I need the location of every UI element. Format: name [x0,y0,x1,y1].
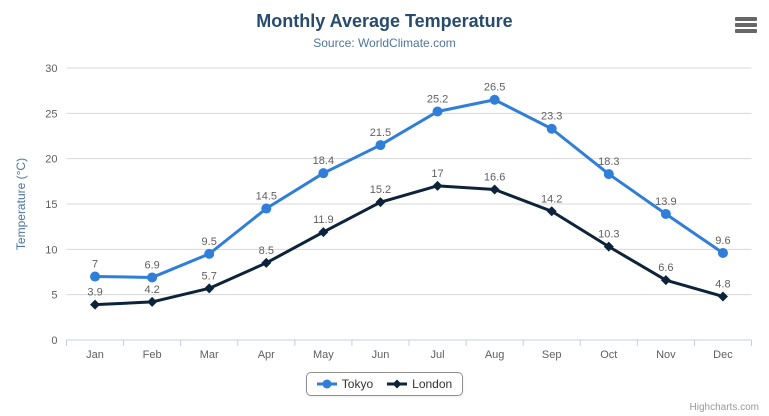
x-axis-tick-label: Sep [542,349,562,361]
hamburger-icon [735,29,757,33]
legend-item-tokyo[interactable]: Tokyo [316,377,374,391]
credits-link[interactable]: Highcharts.com [689,402,759,413]
legend-item-london[interactable]: London [387,377,452,391]
data-point-london[interactable] [318,227,329,238]
data-point-london[interactable] [147,296,158,307]
data-point-tokyo[interactable] [318,168,329,179]
data-label: 9.5 [202,236,217,248]
legend-box: Tokyo London [305,372,464,396]
data-point-london[interactable] [375,197,386,208]
y-axis-title: Temperature (°C) [14,158,28,250]
series-line-london [93,184,725,307]
data-label: 14.5 [256,191,277,203]
data-label: 14.2 [541,193,562,205]
legend: Tokyo London [0,372,769,396]
data-label: 6.6 [658,262,673,274]
chart-title: Monthly Average Temperature [256,11,513,31]
y-axis-tick-label: 15 [45,199,57,211]
data-label: 8.5 [259,245,274,257]
data-point-tokyo[interactable] [489,94,500,105]
data-point-tokyo[interactable] [90,271,101,282]
chart-subtitle: Source: WorldClimate.com [313,36,456,50]
data-label: 18.4 [313,155,334,167]
data-point-tokyo[interactable] [147,272,158,283]
legend-label: London [412,377,453,391]
data-point-london[interactable] [489,184,500,195]
data-point-tokyo[interactable] [261,203,272,214]
data-point-london[interactable] [261,257,272,268]
legend-label: Tokyo [341,377,374,391]
data-point-tokyo[interactable] [717,247,728,258]
data-label: 7 [92,259,98,271]
data-point-tokyo[interactable] [432,106,443,117]
x-axis-tick-label: Apr [258,349,275,361]
hamburger-icon [735,23,757,27]
data-label: 25.2 [427,94,448,106]
x-axis-tick-label: Mar [200,349,219,361]
data-label: 18.3 [598,156,619,168]
y-axis-tick-label: 30 [45,63,57,75]
diamond-marker-icon [387,379,408,389]
data-point-tokyo[interactable] [603,169,614,180]
data-label: 3.9 [87,287,102,299]
x-axis-tick-label: Dec [713,349,733,361]
data-label: 17 [431,168,443,180]
data-label: 4.8 [715,278,730,290]
hamburger-icon [735,17,757,21]
data-point-london[interactable] [603,241,614,252]
data-label: 6.9 [144,259,159,271]
data-label: 9.6 [715,235,730,247]
y-axis-tick-label: 25 [45,108,57,120]
data-point-tokyo[interactable] [375,140,386,151]
data-point-london[interactable] [660,275,671,286]
data-point-london[interactable] [717,291,728,302]
y-axis-tick-label: 20 [45,154,57,166]
x-axis-tick-label: Aug [485,349,505,361]
x-axis-tick-label: Jun [372,349,390,361]
data-point-tokyo[interactable] [660,208,671,219]
data-label: 4.2 [144,284,159,296]
data-label: 26.5 [484,82,505,94]
x-axis-tick-label: Nov [656,349,676,361]
data-point-london[interactable] [546,206,557,217]
data-label: 16.6 [484,171,505,183]
data-label: 23.3 [541,111,562,123]
x-axis-tick-label: Feb [143,349,162,361]
data-label: 15.2 [370,184,391,196]
x-axis-tick-label: Oct [600,349,617,361]
x-axis-tick-label: Jan [86,349,104,361]
data-point-london[interactable] [204,283,215,294]
y-axis-tick-label: 5 [51,290,57,302]
x-axis-tick-label: Jul [431,349,445,361]
circle-marker-icon [316,379,337,389]
y-axis-tick-label: 0 [51,335,57,347]
data-label: 13.9 [655,196,676,208]
data-label: 10.3 [598,229,619,241]
export-menu-button[interactable] [734,15,758,35]
x-axis-tick-label: May [313,349,334,361]
data-point-london[interactable] [432,180,443,191]
data-label: 21.5 [370,127,391,139]
y-axis-tick-label: 10 [45,244,57,256]
data-label: 11.9 [313,214,334,226]
data-label: 5.7 [202,270,217,282]
series-line-tokyo [93,98,725,279]
data-point-london[interactable] [90,299,101,310]
data-point-tokyo[interactable] [204,248,215,259]
data-point-tokyo[interactable] [546,123,557,134]
